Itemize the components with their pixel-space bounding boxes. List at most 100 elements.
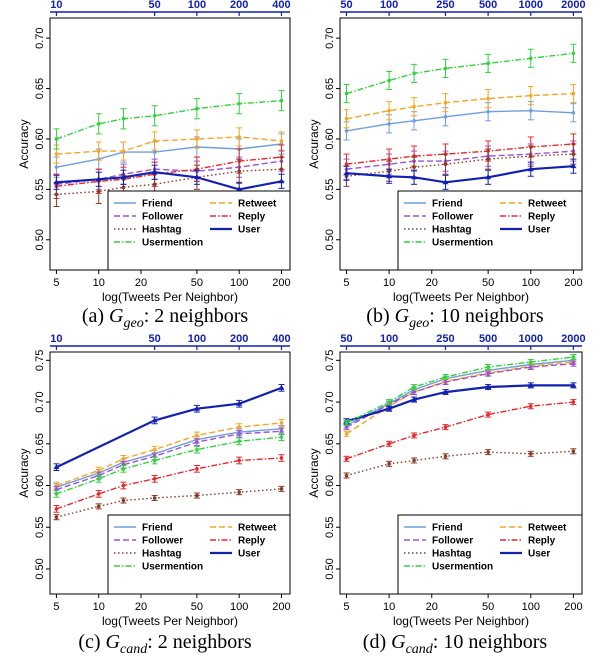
- data-point: [152, 458, 157, 463]
- y-tick-label: 0.70: [324, 391, 336, 412]
- x-axis-label: log(Tweets Per Neighbor): [393, 290, 529, 304]
- data-point: [96, 492, 101, 496]
- data-point: [237, 135, 241, 139]
- x-tick-label: 20: [135, 601, 147, 613]
- x-tick-label: 20: [426, 601, 438, 613]
- legend-label: Follower: [432, 212, 473, 223]
- legend: Friend Retweet Follower Reply Hashtag User Use…: [397, 190, 583, 271]
- data-point: [96, 468, 101, 473]
- data-point: [528, 154, 533, 158]
- legend-label: Friend: [432, 199, 463, 210]
- series-retweet: [53, 419, 285, 490]
- data-point: [236, 400, 243, 406]
- legend-label: User: [238, 549, 260, 560]
- data-point: [443, 114, 448, 119]
- data-point: [237, 431, 241, 436]
- legend-label: Follower: [142, 212, 183, 223]
- y-axis-label: Accuracy: [307, 119, 321, 168]
- data-point: [279, 421, 284, 425]
- y-tick-label: 0.50: [34, 229, 46, 250]
- series-line: [346, 109, 574, 132]
- x-tick-label: 5: [343, 601, 349, 613]
- data-point: [527, 166, 534, 172]
- series-usermention: [343, 43, 577, 104]
- legend-label: Retweet: [238, 523, 277, 534]
- data-point: [486, 371, 490, 376]
- data-point: [279, 435, 284, 439]
- data-point: [193, 174, 200, 180]
- data-point: [443, 100, 448, 105]
- x-tick-label: 10: [93, 601, 105, 613]
- data-point: [120, 174, 127, 180]
- x-tick-label: 20: [426, 277, 438, 289]
- panel-caption: (b) Ggeo: 10 neighbors: [366, 305, 544, 331]
- x-tick-label: 10: [383, 601, 395, 613]
- series-friend: [53, 133, 285, 178]
- data-point: [53, 179, 60, 185]
- y-tick-label: 0.65: [324, 78, 336, 99]
- data-point: [54, 515, 59, 520]
- data-point: [411, 396, 418, 402]
- data-point: [344, 425, 349, 429]
- y-tick-label: 0.60: [34, 475, 46, 496]
- x-tick-label: 5: [53, 601, 59, 613]
- top-tick-label: 250: [436, 333, 454, 345]
- data-point: [411, 174, 418, 180]
- data-point: [571, 152, 576, 156]
- data-point: [344, 117, 349, 121]
- x-tick-label: 50: [191, 277, 203, 289]
- data-point: [412, 71, 416, 76]
- y-tick-label: 0.75: [34, 350, 46, 371]
- caption-suffix: : 10 neighbors: [433, 631, 548, 653]
- data-point: [96, 477, 101, 481]
- caption-prefix: (a): [82, 305, 109, 327]
- legend-label: Follower: [142, 536, 183, 547]
- legend: Friend Retweet Follower Reply Hashtag User Use…: [107, 514, 291, 595]
- legend-label: Hashtag: [432, 549, 471, 560]
- series-user: [53, 164, 285, 197]
- caption-subscript: geo: [124, 316, 144, 331]
- data-point: [121, 457, 126, 461]
- data-point: [443, 425, 448, 429]
- data-point: [54, 165, 59, 169]
- data-point: [343, 170, 350, 176]
- data-point: [195, 493, 199, 498]
- caption-subscript: cand: [406, 642, 434, 657]
- data-point: [152, 477, 157, 481]
- legend-label: Reply: [528, 536, 556, 547]
- data-point: [279, 487, 284, 491]
- panel-c: 10 50 100 200 400 5 10 20 50 100 200 log(Tweets Per…: [17, 333, 291, 657]
- series-line: [346, 359, 574, 427]
- y-axis-label: Accuracy: [17, 119, 31, 168]
- legend-label: Retweet: [238, 199, 277, 210]
- data-point: [528, 452, 533, 456]
- series-line: [55, 386, 282, 469]
- data-point: [486, 412, 490, 417]
- data-point: [279, 139, 284, 143]
- series-user: [53, 384, 285, 471]
- data-point: [571, 355, 576, 359]
- top-tick-label: 50: [148, 0, 160, 11]
- legend-label: Friend: [142, 199, 173, 210]
- series-line: [56, 136, 282, 155]
- data-point: [528, 365, 533, 369]
- data-point: [54, 152, 59, 156]
- y-tick-label: 0.55: [324, 517, 336, 538]
- top-tick-label: 100: [380, 333, 398, 345]
- series-line: [56, 428, 282, 488]
- data-point: [443, 454, 448, 459]
- y-tick-label: 0.70: [34, 391, 46, 412]
- data-point: [279, 456, 284, 460]
- x-tick-label: 5: [53, 277, 59, 289]
- top-tick-label: 1000: [519, 333, 543, 345]
- data-point: [279, 429, 284, 434]
- y-tick-label: 0.65: [34, 433, 46, 454]
- data-point: [486, 61, 490, 66]
- series-line: [56, 436, 282, 495]
- x-tick-label: 100: [230, 277, 248, 289]
- series-friend: [53, 424, 285, 492]
- data-point: [152, 139, 157, 143]
- y-tick-label: 0.55: [34, 179, 46, 200]
- x-tick-label: 10: [383, 277, 395, 289]
- series-user: [343, 382, 577, 425]
